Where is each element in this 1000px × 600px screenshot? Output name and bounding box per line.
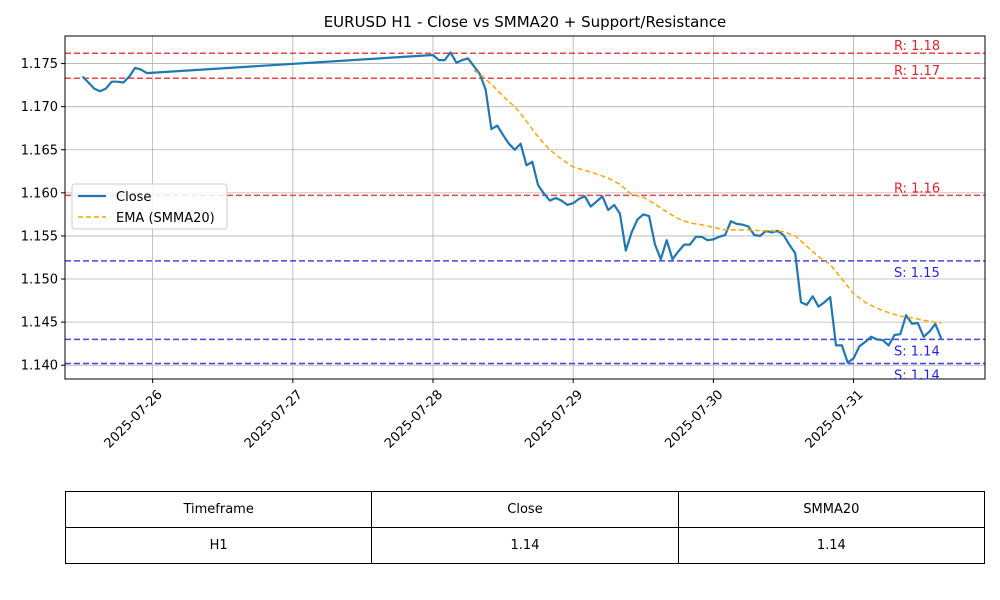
plot-frame — [64, 35, 986, 380]
y-axis: 1.140 1.145 1.150 1.155 1.160 1.165 1.170 1.175 — [21, 57, 65, 374]
level-labels: R: 1.18 R: 1.17 R: 1.16 S: 1.15 S: 1.14 S: 1.… — [894, 39, 940, 383]
legend-box — [71, 183, 228, 230]
x-axis: 2025-07-26 2025-07-27 2025-07-28 2025-07-29… — [102, 379, 867, 451]
resistance-label: R: 1.16 — [894, 181, 940, 196]
gridlines — [65, 36, 985, 379]
y-tick-label: 1.165 — [21, 143, 58, 158]
legend: Close EMA (SMMA20) — [71, 183, 228, 230]
summary-table: Timeframe Close SMMA20 H1 1.14 1.14 — [64, 491, 986, 564]
y-tick-label: 1.170 — [21, 100, 58, 115]
y-tick-label: 1.160 — [21, 186, 58, 201]
x-tick-label: 2025-07-28 — [382, 387, 446, 451]
x-tick-label: 2025-07-31 — [803, 387, 867, 451]
table-cell: 1.14 — [677, 527, 986, 564]
table-header-row: Timeframe Close SMMA20 — [64, 491, 986, 528]
support-label: S: 1.14 — [894, 344, 940, 359]
y-tick-label: 1.150 — [21, 273, 58, 288]
chart-title: EURUSD H1 - Close vs SMMA20 + Support/Re… — [324, 13, 727, 31]
y-tick-label: 1.175 — [21, 57, 58, 72]
resistance-label: R: 1.17 — [894, 64, 940, 79]
table-header-cell: Timeframe — [64, 491, 373, 528]
table-header-cell: Close — [371, 491, 679, 528]
x-tick-label: 2025-07-30 — [662, 387, 726, 451]
support-label: S: 1.15 — [894, 266, 940, 281]
resistance-label: R: 1.18 — [894, 39, 940, 54]
y-tick-label: 1.145 — [21, 316, 58, 331]
series-line-close — [81, 51, 943, 364]
series-line-smma20 — [473, 69, 942, 324]
chart: EURUSD H1 - Close vs SMMA20 + Support/Re… — [21, 13, 986, 451]
x-tick-label: 2025-07-27 — [242, 387, 306, 451]
table-header-cell: SMMA20 — [677, 491, 986, 528]
legend-label-close: Close — [116, 190, 151, 205]
table-row: H1 1.14 1.14 — [64, 527, 986, 564]
support-label: S: 1.14 — [894, 368, 940, 383]
table-cell: H1 — [64, 527, 373, 564]
y-tick-label: 1.155 — [21, 229, 58, 244]
y-tick-label: 1.140 — [21, 359, 58, 374]
table-cell: 1.14 — [371, 527, 679, 564]
x-tick-label: 2025-07-29 — [522, 387, 586, 451]
legend-label-smma: EMA (SMMA20) — [116, 211, 215, 226]
series-lines — [81, 51, 943, 364]
x-tick-label: 2025-07-26 — [102, 387, 166, 451]
